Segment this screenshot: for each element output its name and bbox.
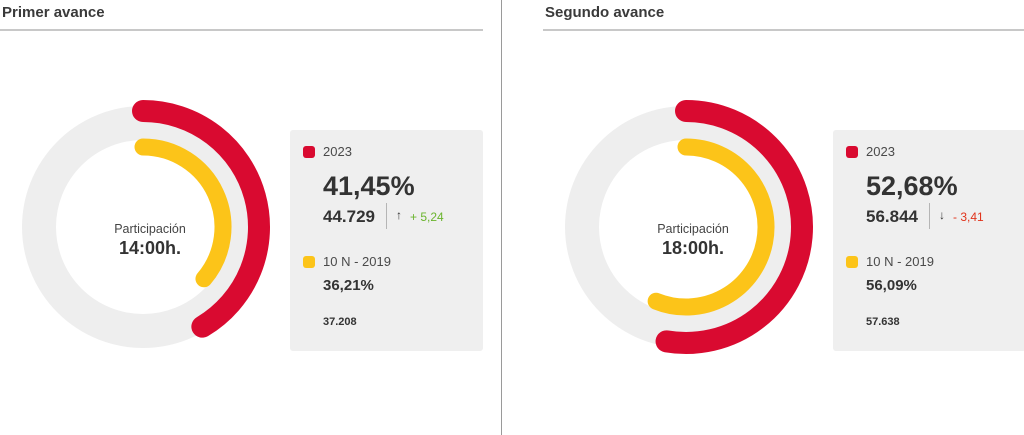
votes-separator: [929, 203, 930, 229]
participation-track: [22, 106, 264, 348]
center-label: Participación: [114, 222, 186, 236]
center-time: 14:00h.: [118, 238, 182, 258]
title-rule: [543, 29, 1024, 31]
arc-2019: [647, 138, 775, 316]
votes-2019: 37.208: [323, 316, 357, 328]
swatch-2023: [303, 146, 315, 158]
percent-2019: 56,09%: [866, 277, 917, 294]
swatch-2019: [846, 256, 858, 268]
primer-avance-panel: Primer avance Participación 14:00h. 2023…: [0, 0, 483, 435]
arc-2023: [132, 100, 270, 338]
percent-2019: 36,21%: [323, 277, 374, 294]
series-label-2019: 10 N - 2019: [866, 254, 934, 269]
legend-card: 2023 41,45% 44.729 ↑ + 5,24 10 N - 2019 …: [290, 130, 483, 351]
title-rule: [0, 29, 483, 31]
participation-track: [565, 106, 807, 348]
votes-2019: 57.638: [866, 316, 900, 328]
panel-title: Primer avance: [2, 4, 105, 21]
votes-2023: 56.844: [866, 207, 918, 226]
percent-2023: 41,45%: [323, 171, 415, 201]
center-label: Participación: [657, 222, 729, 236]
arc-2023: [655, 100, 813, 354]
panel-divider: [501, 0, 502, 435]
change-delta: - 3,41: [953, 210, 984, 224]
series-label-2023: 2023: [866, 144, 895, 159]
center-time: 18:00h.: [661, 238, 725, 258]
participation-donut: [22, 100, 270, 348]
panel-title: Segundo avance: [545, 4, 665, 21]
percent-2023: 52,68%: [866, 171, 958, 201]
series-label-2019: 10 N - 2019: [323, 254, 391, 269]
swatch-2019: [303, 256, 315, 268]
arrow-up-icon: ↑: [396, 208, 402, 222]
legend-card: 2023 52,68% 56.844 ↓ - 3,41 10 N - 2019 …: [833, 130, 1024, 351]
participation-donut: [565, 100, 813, 354]
series-label-2023: 2023: [323, 144, 352, 159]
arc-2019: [134, 138, 232, 288]
votes-2023: 44.729: [323, 207, 375, 226]
change-delta: + 5,24: [410, 210, 444, 224]
arrow-down-icon: ↓: [939, 208, 945, 222]
segundo-avance-panel: Segundo avance Participación 18:00h. 202…: [543, 0, 1024, 435]
votes-separator: [386, 203, 387, 229]
swatch-2023: [846, 146, 858, 158]
